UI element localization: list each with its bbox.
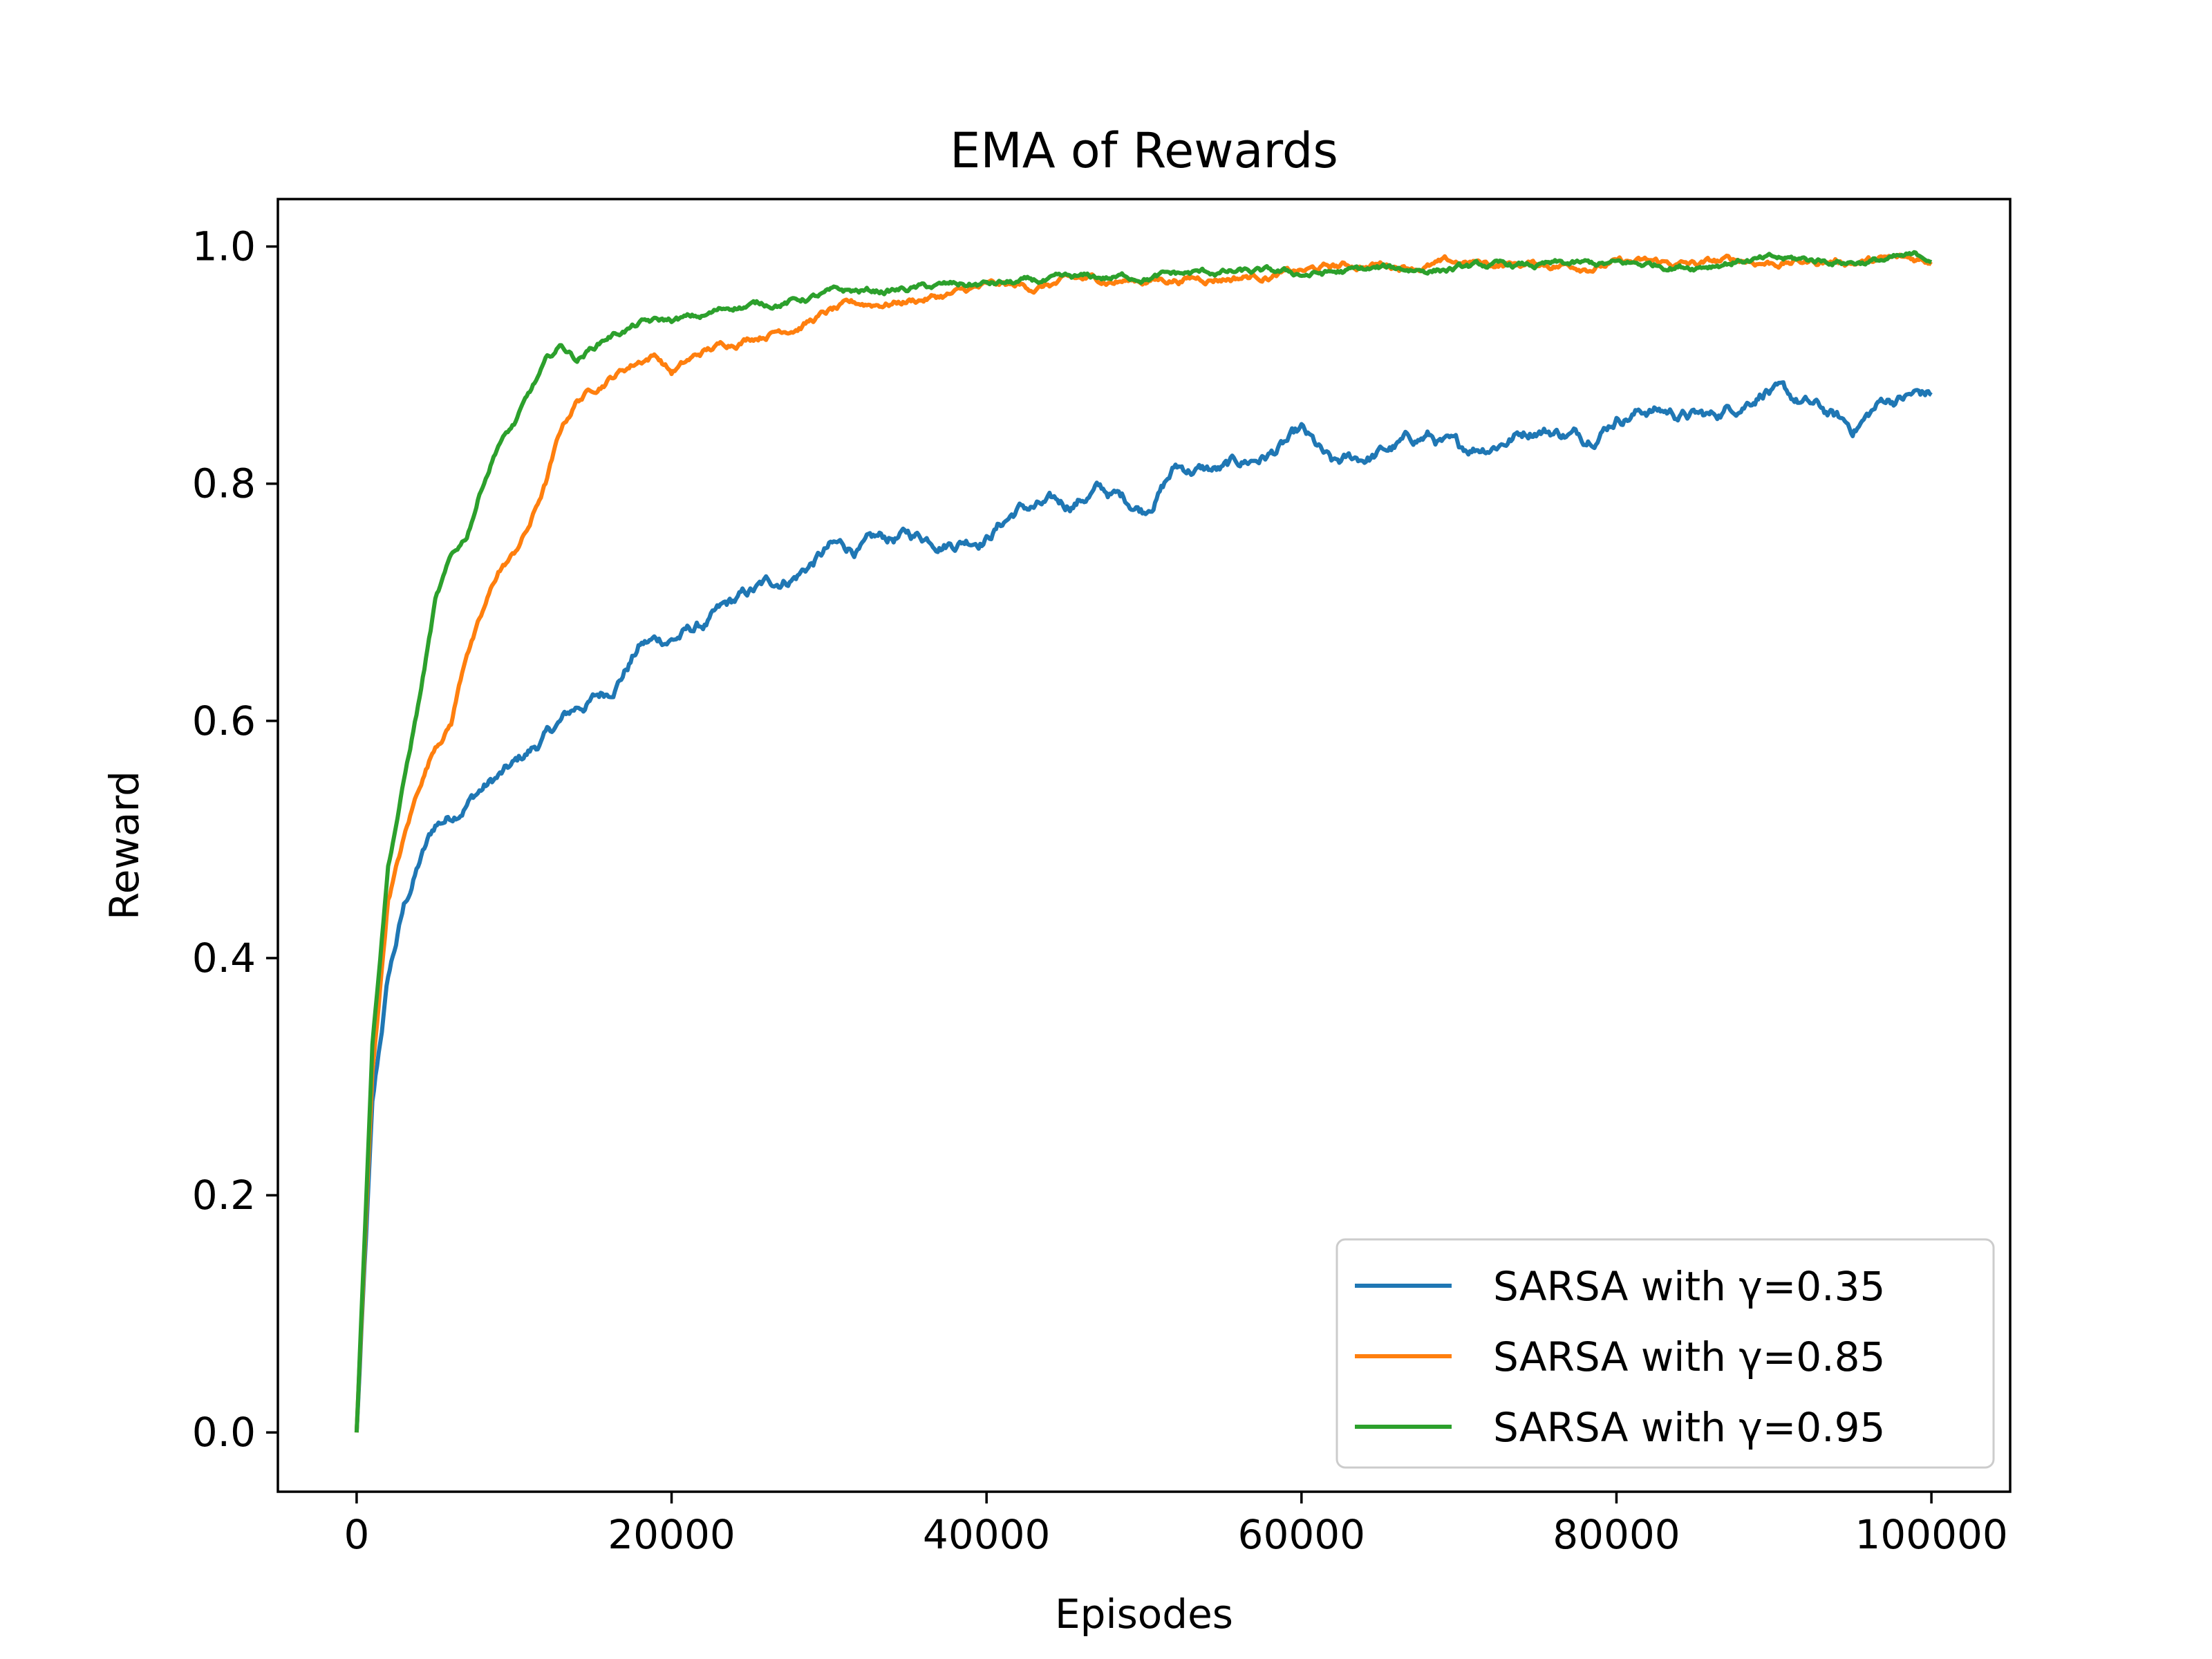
plot-frame <box>276 198 2012 1493</box>
y-tick-label: 0.6 <box>192 697 256 744</box>
legend-label: SARSA with γ=0.85 <box>1493 1333 1885 1380</box>
x-tick-label: 0 <box>344 1511 369 1558</box>
y-tick-label: 0.8 <box>192 460 256 507</box>
x-axis-label: Episodes <box>1055 1591 1233 1638</box>
y-tick-label: 0.4 <box>192 935 256 982</box>
chart-title: EMA of Rewards <box>950 122 1338 179</box>
series-line <box>354 252 1933 1433</box>
legend-label: SARSA with γ=0.95 <box>1493 1404 1885 1451</box>
y-tick-label: 0.0 <box>192 1409 256 1456</box>
y-axis-ticks: 0.0 0.2 0.4 0.6 0.8 1.0 <box>192 223 278 1456</box>
x-tick-label: 100000 <box>1855 1511 2007 1558</box>
legend-label: SARSA with γ=0.35 <box>1493 1263 1885 1310</box>
x-tick-label: 60000 <box>1238 1511 1366 1558</box>
series-line <box>354 250 1933 1433</box>
y-axis-label: Reward <box>101 771 148 920</box>
x-tick-label: 20000 <box>608 1511 735 1558</box>
x-tick-label: 80000 <box>1553 1511 1680 1558</box>
series-line <box>354 380 1933 1433</box>
x-axis-ticks: 0 20000 40000 60000 80000 100000 <box>344 1492 2008 1558</box>
plot-lines <box>354 250 1933 1433</box>
legend: SARSA with γ=0.35 SARSA with γ=0.85 SARSA … <box>1335 1238 1995 1469</box>
y-tick-label: 1.0 <box>192 223 256 270</box>
x-tick-label: 40000 <box>923 1511 1051 1558</box>
y-tick-label: 0.2 <box>192 1172 256 1219</box>
legend-box <box>1335 1238 1995 1469</box>
